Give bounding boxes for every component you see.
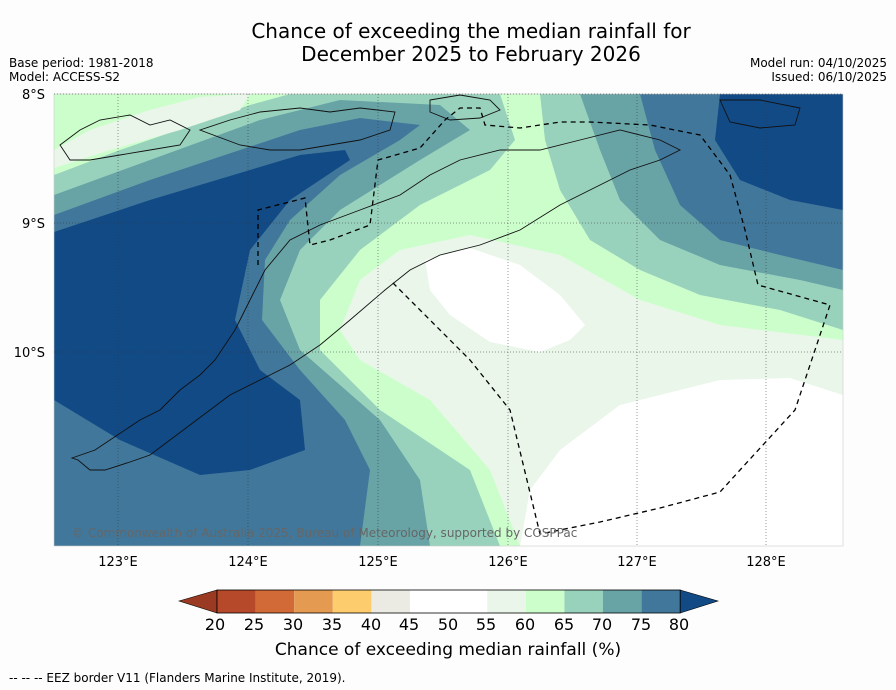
lon-label: 125°E <box>358 555 398 570</box>
colorbar-tick: 25 <box>243 615 265 634</box>
fill-east-gt80 <box>715 94 843 210</box>
eez-border <box>257 107 831 535</box>
colorbar-arrow-high <box>679 589 720 614</box>
colorbar-swatch <box>371 590 410 613</box>
colorbar-outline <box>216 589 681 614</box>
lon-label: 126°E <box>488 555 528 570</box>
colorbar-swatch <box>641 590 681 613</box>
coast-timor-west <box>70 129 682 471</box>
coast-flores <box>59 114 191 161</box>
colorbar-tick: 75 <box>630 615 652 634</box>
fill-se-45-55 <box>520 378 843 546</box>
colorbar-label: Chance of exceeding median rainfall (%) <box>274 640 622 660</box>
colorbar-tick: 60 <box>514 615 536 634</box>
colorbar-swatch <box>294 590 333 613</box>
lon-label: 123°E <box>98 555 138 570</box>
meta-left: Base period: 1981-2018 Model: ACCESS-S2 <box>9 56 154 84</box>
issued-text: Issued: 06/10/2025 <box>771 70 887 84</box>
coast-east-islands <box>719 99 801 129</box>
colorbar-swatch <box>255 590 295 613</box>
lon-label: 124°E <box>228 555 268 570</box>
lon-label: 128°E <box>746 555 786 570</box>
colorbar-tick: 45 <box>398 615 420 634</box>
map-frame <box>53 93 844 547</box>
colorbar-swatch <box>332 590 372 613</box>
colorbar-tick: 50 <box>437 615 459 634</box>
contour-fills <box>54 94 843 546</box>
coastlines <box>59 94 801 471</box>
colorbar-swatch <box>564 590 603 613</box>
lat-label: 9°S <box>22 217 45 232</box>
coast-wetar <box>429 94 501 121</box>
colorbar-tick: 35 <box>321 615 343 634</box>
eez-legend-note: -- -- -- EEZ border V11 (Flanders Marine… <box>9 671 346 685</box>
meta-right: Model run: 04/10/2025 Issued: 06/10/2025 <box>750 56 887 84</box>
colorbar-swatch <box>487 590 526 613</box>
colorbar <box>177 589 720 614</box>
colorbar-tick: 65 <box>553 615 575 634</box>
colorbar-swatch <box>410 590 488 613</box>
colorbar-tick: 80 <box>668 615 690 634</box>
page-title: Chance of exceeding the median rainfall … <box>0 20 896 66</box>
colorbar-arrow-low <box>177 589 218 614</box>
lon-label: 127°E <box>617 555 657 570</box>
colorbar-tick: 55 <box>475 615 497 634</box>
colorbar-tick: 20 <box>204 615 226 634</box>
colorbar-ticks: 20 25 30 35 40 45 50 55 60 65 70 75 80 <box>0 615 896 635</box>
lat-label: 10°S <box>14 346 45 361</box>
gridlines <box>54 93 843 546</box>
colorbar-tick: 40 <box>360 615 382 634</box>
colorbar-tick: 30 <box>282 615 304 634</box>
colorbar-swatch <box>217 590 256 613</box>
fill-nw-55-60 <box>54 94 250 168</box>
lat-label: 8°S <box>22 88 45 103</box>
title-line-2: December 2025 to February 2026 <box>301 42 641 66</box>
model-text: Model: ACCESS-S2 <box>9 70 121 84</box>
colorbar-tick: 70 <box>591 615 613 634</box>
colorbar-swatch <box>603 590 642 613</box>
title-line-1: Chance of exceeding the median rainfall … <box>251 19 691 43</box>
copyright-text: © Commonwealth of Australia 2025, Bureau… <box>72 526 577 540</box>
coast-alor <box>198 107 396 151</box>
base-period-text: Base period: 1981-2018 <box>9 56 154 70</box>
model-run-text: Model run: 04/10/2025 <box>749 56 887 70</box>
colorbar-swatch <box>525 590 565 613</box>
fill-west-gt80 <box>54 150 350 475</box>
fill-central-45-55 <box>425 248 585 352</box>
